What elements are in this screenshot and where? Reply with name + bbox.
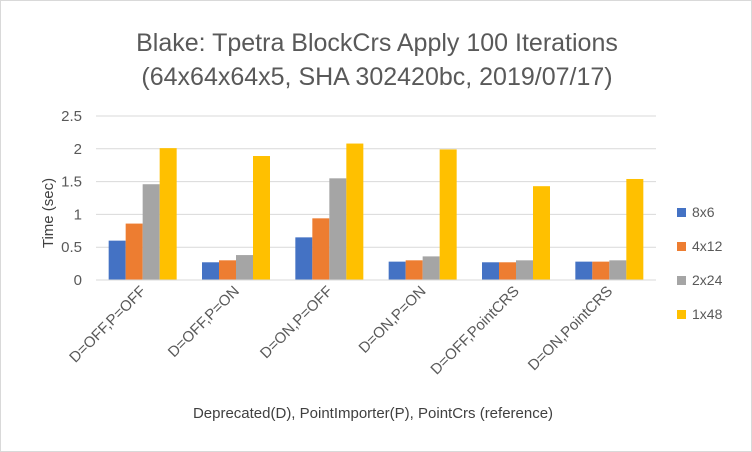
bar-4x12 xyxy=(219,260,236,280)
bar-2x24 xyxy=(516,260,533,280)
bars xyxy=(108,143,644,280)
y-axis-ticks: 0 0.5 1 1.5 2 2.5 xyxy=(61,108,82,289)
x-axis-ticks: D=OFF,P=OFF D=OFF,P=ON D=ON,P=OFF D=ON,P=ON… xyxy=(66,283,616,378)
bar-4x12 xyxy=(499,262,516,280)
bar-8x6 xyxy=(202,262,219,280)
y-tick-label: 0 xyxy=(74,272,82,289)
x-tick-label: D=ON,P=ON xyxy=(356,283,430,357)
bar-2x24 xyxy=(142,184,160,280)
bar-2x24 xyxy=(422,256,440,280)
y-tick-label: 1 xyxy=(74,206,82,223)
legend-label: 1x48 xyxy=(692,306,723,322)
legend-swatch xyxy=(677,310,686,319)
bar-8x6 xyxy=(388,261,406,280)
y-axis-label: Time (sec) xyxy=(40,178,57,248)
legend-swatch xyxy=(677,208,686,217)
chart-title-line-1: Blake: Tpetra BlockCrs Apply 100 Iterati… xyxy=(136,29,618,57)
x-tick-label: D=ON,PointCRS xyxy=(525,283,616,374)
bar-4x12 xyxy=(125,223,143,280)
bar-8x6 xyxy=(295,237,313,280)
x-axis-label: Deprecated(D), PointImporter(P), PointCr… xyxy=(193,405,553,422)
x-tick-label: D=OFF,P=OFF xyxy=(66,283,149,366)
legend-label: 8x6 xyxy=(692,204,715,220)
bar-2x24 xyxy=(236,255,253,280)
bar-4x12 xyxy=(405,260,423,280)
y-tick-label: 0.5 xyxy=(61,239,82,256)
chart-title-line-2: (64x64x64x5, SHA 302420bc, 2019/07/17) xyxy=(141,63,612,91)
bar-1x48 xyxy=(346,143,364,280)
bar-1x48 xyxy=(253,156,270,280)
bar-2x24 xyxy=(609,260,627,280)
legend-label: 2x24 xyxy=(692,272,723,288)
x-tick-label: D=OFF,PointCRS xyxy=(427,283,522,378)
bar-1x48 xyxy=(626,178,644,280)
legend-label: 4x12 xyxy=(692,238,723,254)
legend-swatch xyxy=(677,242,686,251)
x-tick-label: D=ON,P=OFF xyxy=(257,283,336,362)
bar-4x12 xyxy=(312,218,330,280)
legend: 8x6 4x12 2x24 1x48 xyxy=(677,204,723,322)
y-tick-label: 1.5 xyxy=(61,174,82,191)
bar-1x48 xyxy=(439,149,457,280)
bar-1x48 xyxy=(159,148,177,280)
legend-swatch xyxy=(677,276,686,285)
bar-1x48 xyxy=(533,186,550,280)
bar-8x6 xyxy=(575,261,593,280)
bar-2x24 xyxy=(329,178,347,280)
bar-8x6 xyxy=(108,240,126,280)
bar-4x12 xyxy=(592,261,610,280)
y-tick-label: 2.5 xyxy=(61,108,82,125)
bar-8x6 xyxy=(482,262,499,280)
y-tick-label: 2 xyxy=(74,141,82,158)
gridlines xyxy=(96,115,656,248)
x-tick-label: D=OFF,P=ON xyxy=(165,283,243,361)
